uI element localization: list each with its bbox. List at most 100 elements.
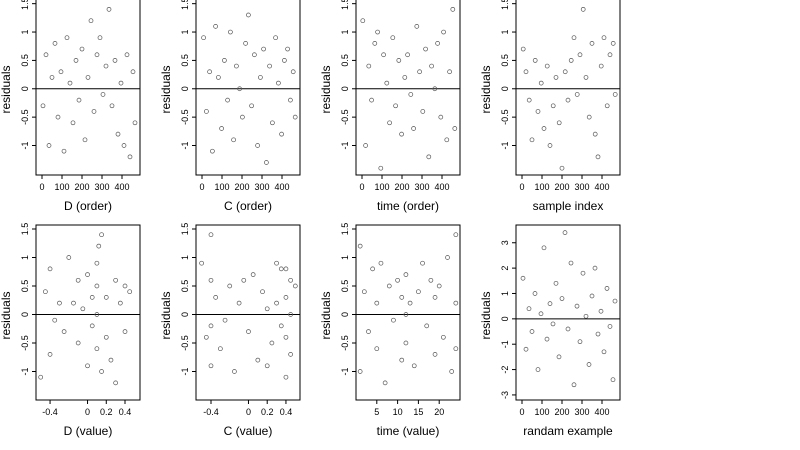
x-tick-label: 200 (74, 182, 89, 192)
point (598, 308, 604, 314)
x-tick-label: 200 (554, 182, 569, 192)
y-tick-label: -0.5 (180, 109, 190, 125)
x-axis-label: C (value) (224, 424, 273, 438)
point (252, 52, 257, 58)
point (61, 329, 67, 334)
point (403, 340, 409, 346)
x-tick-label: 0 (359, 182, 364, 192)
point (360, 18, 366, 24)
point (67, 80, 73, 86)
x-tick-label: 300 (414, 182, 429, 192)
point (47, 266, 53, 272)
point (452, 126, 458, 131)
point (577, 339, 583, 345)
point (113, 380, 118, 386)
point (57, 300, 62, 306)
point (203, 334, 209, 340)
point (403, 272, 409, 277)
point (288, 352, 293, 357)
point (535, 109, 541, 114)
point (396, 58, 402, 63)
point (541, 126, 547, 131)
y-tick-label: 1 (340, 255, 350, 260)
point (544, 63, 550, 69)
point (586, 114, 592, 120)
point (363, 143, 368, 148)
point (453, 300, 459, 306)
point (526, 97, 532, 103)
y-tick-label: 1 (500, 291, 510, 296)
point (201, 35, 206, 41)
point (574, 303, 580, 309)
point (122, 329, 128, 334)
point (532, 291, 538, 296)
point (85, 272, 90, 277)
point (55, 114, 61, 120)
plot-frame (355, 224, 461, 401)
point (386, 283, 392, 289)
point (85, 75, 91, 80)
y-tick-label: 0.5 (20, 280, 30, 293)
point (601, 349, 607, 355)
y-tick-label: 0.5 (180, 280, 190, 293)
point (103, 63, 109, 69)
point (208, 277, 214, 283)
y-tick-label: -0.5 (340, 109, 350, 125)
point (407, 300, 413, 306)
point (607, 324, 613, 329)
point (586, 362, 592, 367)
point (453, 346, 459, 352)
x-axis-label: time (order) (377, 199, 439, 213)
point (264, 363, 270, 369)
point (113, 277, 118, 283)
x-tick-label: 400 (434, 182, 449, 192)
point (97, 35, 103, 41)
x-tick-label: 400 (594, 407, 609, 417)
point (384, 80, 390, 86)
point (99, 369, 104, 374)
point (109, 103, 115, 109)
y-tick-label: -2 (500, 366, 510, 374)
point (264, 306, 270, 312)
point (378, 165, 384, 171)
point (432, 352, 438, 357)
point (204, 109, 209, 114)
point (88, 18, 94, 24)
point (378, 260, 384, 266)
point (237, 86, 242, 92)
point (89, 323, 95, 329)
point (589, 41, 595, 46)
y-tick-label: 1 (180, 30, 190, 35)
y-tick-label: 1 (340, 30, 350, 35)
point (288, 97, 293, 103)
point (595, 331, 601, 337)
y-tick-label: 0.5 (20, 54, 30, 67)
point (612, 92, 618, 97)
point (64, 35, 70, 41)
point (449, 369, 455, 374)
y-tick-label: -1 (340, 367, 350, 375)
point (85, 363, 90, 369)
point (438, 114, 444, 120)
point (264, 160, 269, 165)
point (207, 69, 212, 75)
point (75, 277, 81, 283)
x-tick-label: -0.4 (42, 407, 58, 417)
point (445, 255, 450, 260)
point (103, 295, 109, 300)
point (601, 35, 607, 41)
point (374, 300, 380, 306)
point (592, 265, 598, 271)
point (447, 69, 452, 75)
point (46, 143, 52, 148)
point (577, 52, 583, 58)
point (610, 41, 616, 46)
point (405, 52, 410, 58)
point (292, 283, 298, 289)
x-tick-label: 5 (374, 407, 379, 417)
plot-frame (35, 224, 141, 401)
point (544, 336, 550, 342)
point (556, 354, 562, 360)
y-tick-label: 0 (340, 312, 350, 317)
